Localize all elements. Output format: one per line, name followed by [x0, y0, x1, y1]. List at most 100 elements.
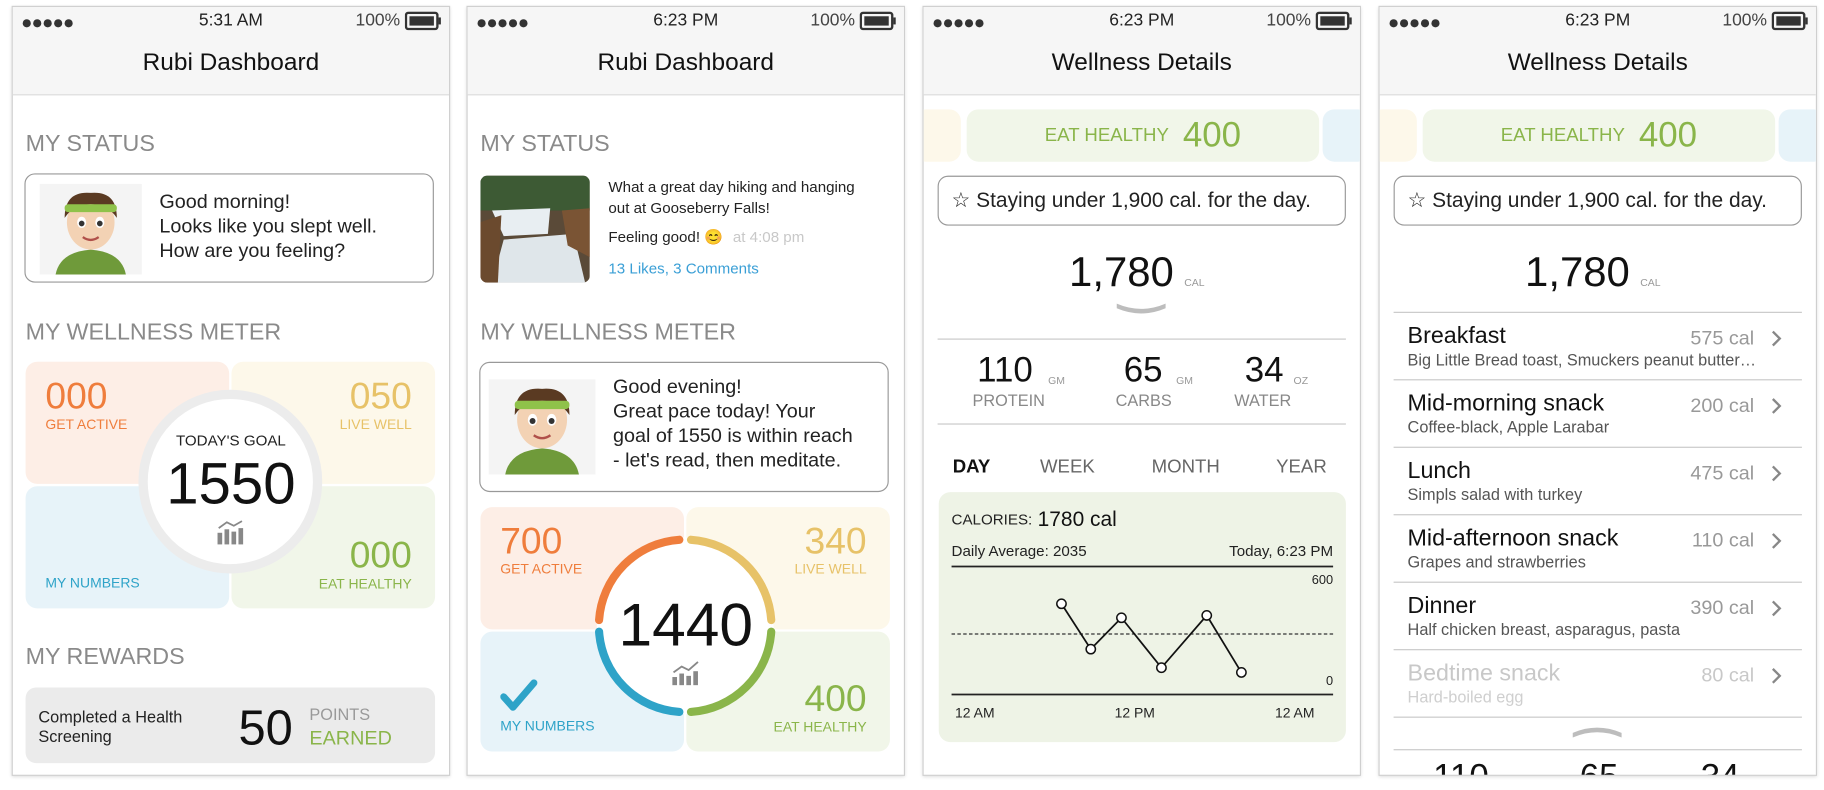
chart-label: CALORIES:: [951, 510, 1033, 529]
line: [1060, 603, 1243, 673]
tab: EAT HEALTHY 400: [1422, 109, 1776, 162]
reward-box: [25, 687, 436, 764]
battery-text: 100%: [810, 10, 856, 31]
meal-name: Breakfast: [1407, 323, 1506, 349]
title: Rubi Dashboard: [597, 48, 775, 76]
calories: 1,780: [1525, 247, 1630, 296]
time: 6:23 PM: [1109, 10, 1175, 31]
divider: [1393, 379, 1802, 381]
tab: EAT HEALTHY 400: [966, 109, 1320, 162]
nav-bar: [12, 6, 450, 96]
screen: 5:31 AM 100% Rubi Dashboard MY STATUS Go…: [11, 5, 451, 776]
meal-items: Hard-boiled egg: [1407, 687, 1524, 707]
y-tick-label: 600: [1312, 572, 1333, 587]
chevron: [1770, 464, 1782, 483]
macro-label: CARBS: [1115, 390, 1172, 410]
point: [1056, 598, 1067, 610]
reward-text: Completed a Health Screening: [38, 707, 182, 747]
period-tab: YEAR: [1276, 457, 1327, 477]
chart-updated: Today, 6:23 PM: [1229, 542, 1334, 560]
chart-panel: [938, 492, 1346, 743]
chevron: [1770, 397, 1782, 416]
label: LIVE WELL: [339, 416, 412, 433]
label: GET ACTIVE: [45, 416, 128, 433]
chevron: [1770, 667, 1782, 686]
signal: [933, 19, 984, 28]
line: out at Gooseberry Falls!: [608, 198, 770, 217]
divider: [1393, 514, 1802, 516]
meal-cal: 390 cal: [1690, 596, 1755, 619]
line: Great pace today! Your: [613, 400, 816, 423]
tab-value: 400: [1182, 115, 1242, 155]
time: 5:31 AM: [198, 10, 263, 31]
message-text: Good evening! Great pace today! Your goal …: [613, 375, 853, 473]
meal-cal: 475 cal: [1690, 461, 1755, 484]
chevron: [1770, 532, 1782, 551]
social: 13 Likes, 3 Comments: [608, 259, 759, 277]
value: 700: [500, 519, 563, 562]
post-time: at 4:08 pm: [732, 228, 805, 246]
meal-cal: 200 cal: [1690, 394, 1755, 417]
tab-label: EAT HEALTHY: [1500, 125, 1625, 145]
signal: [22, 19, 73, 28]
point: [1085, 643, 1097, 655]
macro-unit: GM: [1176, 374, 1193, 387]
chevron: [1770, 329, 1782, 348]
goal-ring: [595, 535, 776, 716]
line: - let's read, then meditate.: [613, 449, 842, 472]
heading: MY WELLNESS METER: [25, 319, 282, 346]
line: goal of 1550 is within reach: [613, 424, 853, 447]
label: GET ACTIVE: [500, 560, 583, 577]
heading: MY WELLNESS METER: [480, 319, 736, 346]
signal: [1389, 19, 1440, 28]
post-text: What a great day hiking and hanging out a…: [608, 177, 854, 219]
battery: [404, 11, 441, 31]
title: Wellness Details: [1507, 48, 1688, 76]
avatar: [489, 371, 596, 483]
battery-text: 100%: [1722, 10, 1768, 31]
chart-total: 1780 cal: [1037, 507, 1117, 531]
line: Screening: [38, 727, 112, 746]
macro-unit: OZ: [1293, 374, 1309, 387]
cal-unit: CAL: [1640, 276, 1661, 289]
macro-value: 110: [977, 351, 1033, 390]
cal-unit: CAL: [1184, 276, 1205, 289]
goal-circle: [138, 389, 323, 574]
period-tab: WEEK: [1039, 457, 1095, 477]
earned-label: EARNED: [309, 727, 392, 750]
line: How are you feeling?: [159, 239, 346, 262]
goal-box: [937, 175, 1346, 226]
check-icon: [500, 679, 538, 711]
meal-cal: 80 cal: [1701, 664, 1755, 687]
meal-items: Coffee-black, Apple Larabar: [1407, 417, 1610, 437]
goal-box: [1393, 175, 1802, 226]
y-tick-label: 0: [1326, 673, 1333, 688]
status-text: Good morning! Looks like you slept well. H…: [159, 190, 377, 263]
screen: 6:23 PM 100% Wellness Details EAT HEALTH…: [1378, 5, 1818, 776]
chevron-up: [1570, 725, 1624, 741]
signal: [477, 19, 528, 28]
tab-label: EAT HEALTHY: [1044, 125, 1169, 145]
meal-name: Mid-afternoon snack: [1407, 525, 1619, 552]
screen: 6:23 PM 100% Rubi Dashboard MY STATUS Wh…: [466, 5, 906, 776]
chevron: [1770, 599, 1782, 618]
tab-next: [1322, 109, 1360, 162]
divider: [1393, 716, 1802, 718]
chart-average: Daily Average: 2035: [951, 542, 1087, 560]
tab-prev: [923, 109, 961, 162]
battery: [859, 11, 896, 31]
divider: [1393, 581, 1802, 583]
divider: [937, 338, 1346, 340]
feeling: Feeling good! 😊: [608, 228, 724, 246]
label: LIVE WELL: [794, 560, 867, 577]
value: 000: [45, 374, 108, 417]
tab-next: [1778, 109, 1816, 162]
title: Rubi Dashboard: [142, 48, 320, 76]
nav-bar: [467, 6, 904, 96]
time: 6:23 PM: [653, 10, 719, 31]
macro-value: 34: [1244, 351, 1284, 390]
macro-label: PROTEIN: [972, 390, 1045, 410]
period-tab: MONTH: [1151, 457, 1220, 477]
label: MY NUMBERS: [45, 574, 140, 591]
